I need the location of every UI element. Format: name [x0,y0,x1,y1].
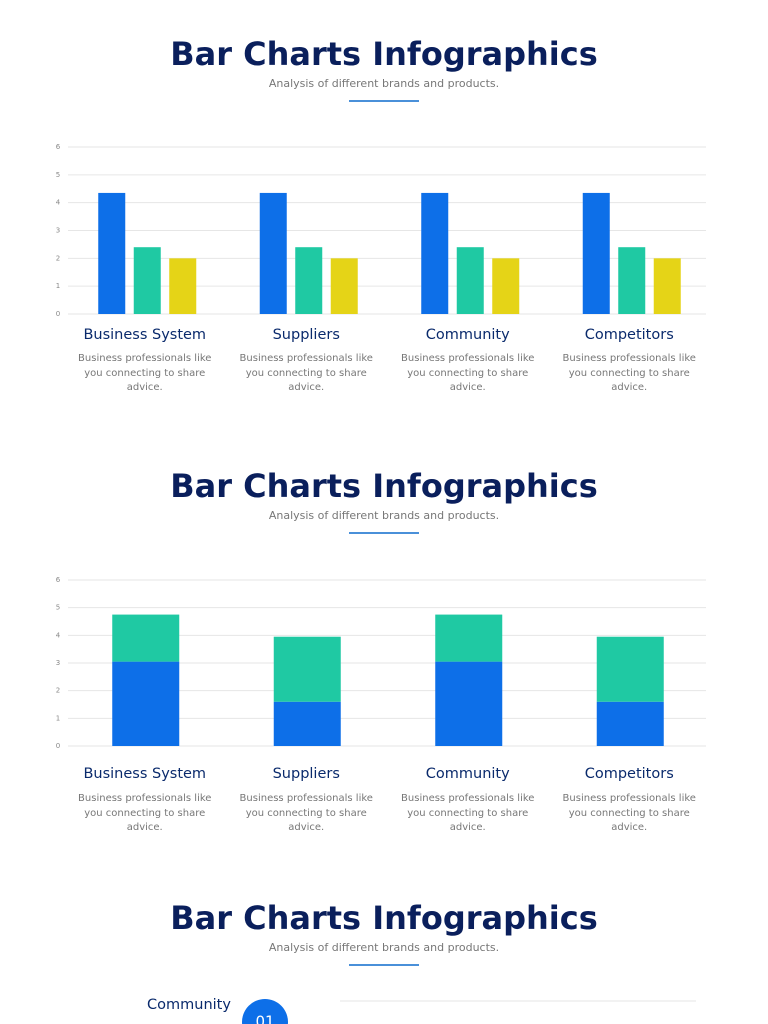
bar-segment [273,636,341,702]
bar-segment [112,614,180,662]
y-tick-label: 5 [56,171,60,179]
category-label: Competitors [585,327,674,343]
bar [582,192,610,314]
category-label: Community [426,327,510,343]
bar [259,192,287,314]
category-description: Business professionals like you connecti… [78,353,212,393]
timeline-number: 01 [255,1013,274,1024]
y-tick-label: 2 [56,687,60,695]
category-label: Suppliers [273,766,340,782]
bar [169,258,197,314]
category-description: Business professionals like you connecti… [562,353,696,393]
y-tick-label: 1 [56,714,60,722]
timeline-label: Community [147,997,231,1013]
y-tick-label: 6 [56,576,61,584]
y-tick-label: 3 [56,227,60,235]
section-subtitle: Analysis of different brands and product… [269,509,499,522]
section-subtitle: Analysis of different brands and product… [269,77,499,90]
section-title: Bar Charts Infographics [170,899,598,937]
section-subtitle: Analysis of different brands and product… [269,941,499,954]
section-title: Bar Charts Infographics [170,467,598,505]
y-tick-label: 2 [56,254,60,262]
category-description: Business professionals like you connecti… [401,353,535,393]
y-tick-label: 0 [56,310,60,318]
y-tick-label: 4 [56,631,61,639]
bar [133,247,161,314]
timeline-badge [242,999,288,1024]
bar-segment [596,636,664,702]
category-description: Business professionals like you connecti… [562,793,696,833]
section-title: Bar Charts Infographics [170,35,598,73]
category-description: Business professionals like you connecti… [239,353,373,393]
category-label: Community [426,766,510,782]
bar-segment [596,701,664,746]
category-label: Competitors [585,766,674,782]
bar [456,247,484,314]
y-tick-label: 6 [56,143,61,151]
bar [98,192,126,314]
bar [653,258,681,314]
bar-segment [435,614,503,662]
bar [618,247,646,314]
y-tick-label: 3 [56,659,60,667]
category-description: Business professionals like you connecti… [239,793,373,833]
y-tick-label: 4 [56,199,61,207]
category-description: Business professionals like you connecti… [78,793,212,833]
category-description: Business professionals like you connecti… [401,793,535,833]
bar [492,258,520,314]
y-tick-label: 0 [56,742,60,750]
y-tick-label: 5 [56,604,60,612]
y-tick-label: 1 [56,282,60,290]
bar [295,247,323,314]
category-label: Business System [83,327,206,343]
bar-segment [112,661,180,746]
category-label: Suppliers [273,327,340,343]
category-label: Business System [83,766,206,782]
bar-segment [273,701,341,746]
bar [421,192,449,314]
bar-segment [435,661,503,746]
bar [330,258,358,314]
